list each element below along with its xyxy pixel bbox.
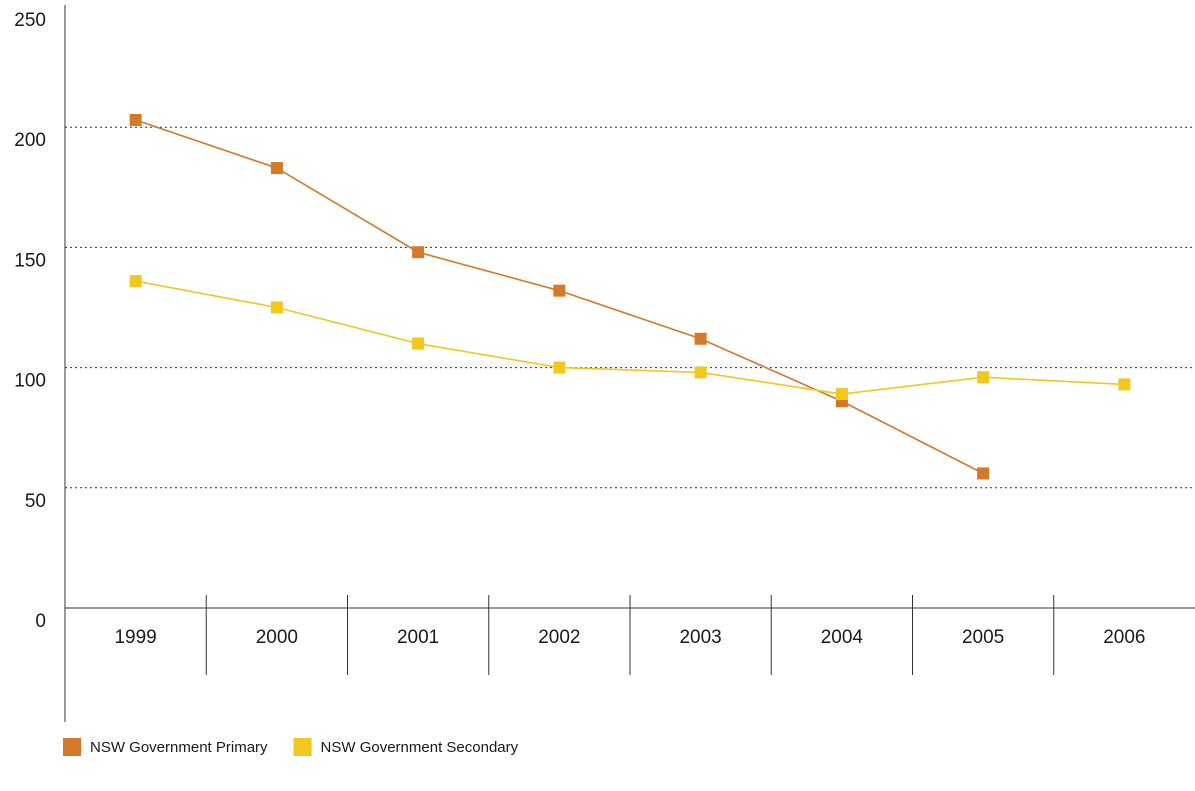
y-tick-label: 0 [35, 611, 46, 632]
data-point [694, 332, 707, 345]
x-tick-label: 2004 [821, 627, 864, 648]
y-tick-label: 150 [14, 250, 46, 271]
legend-label: NSW Government Primary [90, 739, 268, 756]
data-point [835, 388, 848, 401]
x-tick-label: 2001 [397, 627, 439, 648]
legend-swatch [293, 738, 312, 756]
data-point [977, 467, 990, 480]
x-tick-label: 2003 [679, 627, 721, 648]
y-tick-label: 200 [14, 130, 46, 151]
x-tick-label: 2006 [1103, 627, 1145, 648]
series-line [135, 280, 1125, 395]
data-point [270, 301, 283, 314]
data-point [412, 246, 425, 259]
legend-label: NSW Government Secondary [321, 739, 519, 756]
data-point [412, 337, 425, 350]
y-tick-label: 50 [25, 491, 46, 512]
y-tick-label: 100 [14, 371, 46, 392]
legend: NSW Government Primary NSW Government Sec… [63, 738, 519, 756]
series-line [135, 119, 984, 475]
x-tick-label: 2000 [256, 627, 298, 648]
data-point [694, 366, 707, 379]
data-point [270, 162, 283, 175]
data-point [553, 361, 566, 374]
data-point [977, 371, 990, 384]
y-tick-label: 250 [14, 10, 46, 31]
data-point [553, 284, 566, 297]
data-point [1118, 378, 1131, 391]
legend-swatch [63, 738, 81, 756]
x-tick-label: 2002 [538, 627, 580, 648]
x-tick-label: 1999 [114, 627, 156, 648]
x-tick-label: 2005 [962, 627, 1004, 648]
data-point [129, 275, 142, 288]
data-point [129, 113, 142, 126]
